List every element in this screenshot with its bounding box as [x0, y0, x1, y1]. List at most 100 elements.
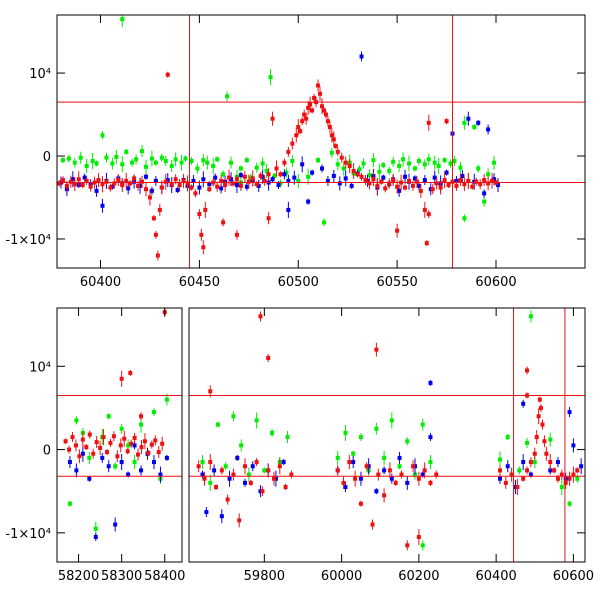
data-point [248, 480, 253, 485]
data-point [331, 137, 336, 142]
data-point [290, 158, 295, 163]
data-point [196, 464, 201, 469]
data-point [234, 177, 239, 182]
data-point [399, 472, 404, 477]
data-point [432, 160, 437, 165]
data-point [579, 464, 584, 469]
data-point [389, 418, 394, 423]
data-point [84, 178, 89, 183]
data-point [219, 186, 224, 191]
data-point [335, 162, 340, 167]
data-point [521, 476, 526, 481]
data-point [164, 455, 169, 460]
data-point [375, 183, 380, 188]
data-point [120, 183, 125, 188]
data-point [414, 179, 419, 184]
data-point [231, 472, 236, 477]
data-point [391, 178, 396, 183]
data-point [250, 464, 255, 469]
data-point [329, 150, 334, 155]
data-point [434, 472, 439, 477]
data-point [153, 232, 158, 237]
data-point [185, 181, 190, 186]
data-point [260, 161, 265, 166]
data-point [183, 156, 188, 161]
data-point [195, 166, 200, 171]
data-point [397, 464, 402, 469]
data-point [199, 232, 204, 237]
data-point [197, 212, 202, 217]
data-point [353, 476, 358, 481]
data-point [125, 449, 130, 454]
y-tick-label: 0 [43, 444, 51, 459]
data-point [542, 439, 547, 444]
data-point [401, 157, 406, 162]
data-point [528, 314, 533, 319]
data-point [262, 468, 267, 473]
data-point [359, 54, 364, 59]
data-point [201, 245, 206, 250]
data-point [165, 72, 170, 77]
data-point [114, 154, 119, 159]
data-point [472, 124, 477, 129]
data-point [82, 175, 87, 180]
data-point [266, 216, 271, 221]
data-point [424, 241, 429, 246]
data-point [175, 188, 180, 193]
y-tick-label: -1×10⁴ [5, 233, 51, 248]
data-point [189, 185, 194, 190]
data-point [201, 177, 206, 182]
data-point [462, 216, 467, 221]
data-point [482, 178, 487, 183]
data-point [538, 405, 543, 410]
data-point [153, 160, 158, 165]
data-point [238, 166, 243, 171]
data-point [155, 253, 160, 258]
data-point [319, 104, 324, 109]
data-point [536, 414, 541, 419]
data-point [555, 460, 560, 465]
data-point [106, 464, 111, 469]
data-point [219, 514, 224, 519]
data-point [351, 460, 356, 465]
data-point [254, 165, 259, 170]
data-point [286, 178, 291, 183]
data-point [534, 435, 539, 440]
data-point [382, 493, 387, 498]
data-point [395, 228, 400, 233]
data-point [270, 177, 275, 182]
data-point [200, 460, 205, 465]
data-point [281, 460, 286, 465]
data-point [139, 445, 144, 450]
data-point [67, 447, 72, 452]
data-point [466, 116, 471, 121]
data-point [276, 183, 281, 188]
data-point [407, 178, 411, 183]
data-point [323, 112, 328, 117]
data-point [80, 451, 85, 456]
data-point [266, 172, 271, 177]
data-point [316, 83, 321, 88]
data-point [537, 397, 542, 402]
data-point [420, 472, 425, 477]
data-point [361, 161, 366, 166]
data-point [169, 182, 174, 187]
data-point [160, 441, 165, 446]
data-point [136, 183, 141, 188]
data-point [67, 460, 72, 465]
data-point [229, 160, 234, 165]
data-point [181, 178, 186, 183]
x-tick-label: 60200 [398, 569, 439, 584]
data-point [120, 17, 125, 22]
data-point [318, 91, 323, 96]
data-point [207, 187, 212, 192]
data-point [387, 168, 392, 173]
data-point [358, 435, 363, 440]
data-point [235, 455, 240, 460]
data-point [302, 112, 307, 117]
plot-area [57, 308, 182, 542]
data-point [264, 168, 269, 173]
data-point [411, 464, 416, 469]
data-point [212, 468, 217, 473]
data-point [567, 476, 572, 481]
